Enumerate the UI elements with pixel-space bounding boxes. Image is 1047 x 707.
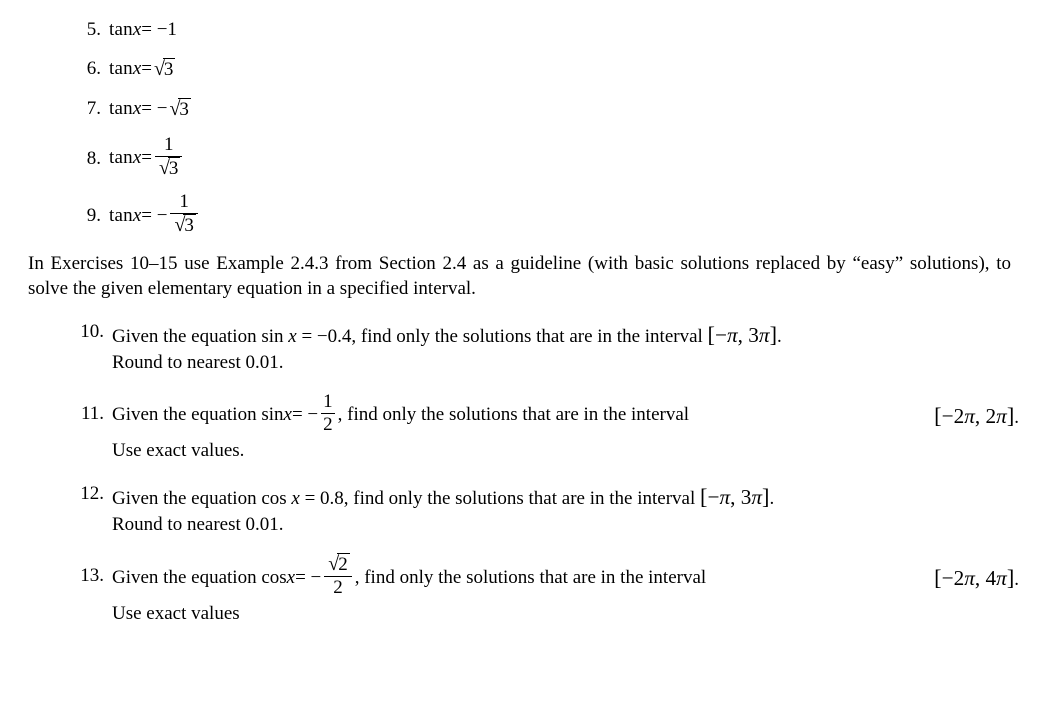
var-x: x — [291, 488, 299, 509]
line-2: Round to nearest 0.01. — [112, 351, 1019, 376]
sqrt-icon: 3 — [172, 215, 195, 236]
frac-den: 2 — [324, 576, 351, 598]
var-x: x — [133, 146, 141, 171]
post-text: . — [1014, 569, 1019, 590]
eq-prefix: = — [141, 146, 152, 171]
fraction: 22 — [324, 554, 351, 598]
page: 5. tan x = −1 6. tan x = 3 7. tan x = −3… — [0, 0, 1047, 626]
interval-text: [−π, 3π] — [700, 485, 769, 509]
fn-tan: tan — [109, 18, 133, 43]
var-x: x — [287, 566, 295, 591]
pre-text: Given the equation sin — [112, 403, 284, 428]
fn-tan: tan — [109, 97, 133, 122]
frac-den: 2 — [321, 413, 335, 435]
mid-prefix: = − — [295, 566, 321, 591]
equation: tan x = − 3 — [109, 97, 191, 123]
sqrt-radicand: 3 — [178, 98, 191, 120]
problem-number: 8. — [73, 147, 101, 172]
var-x: x — [288, 326, 296, 347]
mid-text: = 0.8, find only the solutions that are … — [300, 488, 700, 509]
sqrt-radicand: 3 — [168, 157, 181, 179]
equation: tan x = −1 — [109, 18, 177, 43]
problem-number: 9. — [73, 204, 101, 229]
instruction-text: In Exercises 10–15 use Example 2.4.3 fro… — [28, 253, 1011, 299]
problem-body: Given the equation sin x = −0.4, find on… — [112, 320, 1019, 376]
interval: [−2π, 2π] — [934, 404, 1014, 428]
pre-text: Given the equation sin — [112, 326, 288, 347]
post-text: . — [777, 326, 782, 347]
fn-tan: tan — [109, 204, 133, 229]
line-2: Use exact values. — [112, 439, 1019, 464]
post-text: . — [769, 488, 774, 509]
mid-suffix: , find only the solutions that are in th… — [338, 403, 689, 428]
eq-prefix: = − — [141, 204, 167, 229]
eq-prefix: = − — [141, 97, 167, 122]
frac-num: 1 — [321, 392, 335, 413]
frac-num: 1 — [155, 135, 182, 156]
interval: [−π, 3π] — [708, 323, 777, 347]
var-x: x — [133, 204, 141, 229]
problem-8: 8. tan x = 1 3 — [73, 137, 1019, 181]
problem-13: 13. Given the equation cos x = −22, find… — [70, 556, 1019, 622]
problem-number: 12. — [70, 482, 104, 507]
interval: [−π, 3π] — [700, 485, 769, 509]
problem-6: 6. tan x = 3 — [73, 57, 1019, 83]
frac-den: 3 — [170, 213, 197, 236]
problem-number: 13. — [70, 564, 104, 589]
sqrt-radicand: 3 — [183, 214, 196, 236]
sqrt-radicand: 2 — [337, 553, 350, 575]
problem-number: 5. — [73, 18, 101, 43]
problem-12: 12. Given the equation cos x = 0.8, find… — [70, 482, 1019, 538]
mid-prefix: = − — [292, 403, 318, 428]
interval-text: [−2π, 2π] — [934, 404, 1014, 428]
equation: tan x = 1 3 — [109, 137, 185, 181]
line-2-cut: Use exact values — [112, 602, 1019, 622]
problem-10: 10. Given the equation sin x = −0.4, fin… — [70, 320, 1019, 376]
equation: tan x = 3 — [109, 57, 175, 83]
line-2: Round to nearest 0.01. — [112, 513, 1019, 538]
frac-den: 3 — [155, 156, 182, 179]
frac-num: 1 — [170, 192, 197, 213]
var-x: x — [133, 18, 141, 43]
problem-11: 11. Given the equation sin x = −12, find… — [70, 394, 1019, 464]
problem-7: 7. tan x = − 3 — [73, 97, 1019, 123]
interval-text: [−2π, 4π] — [934, 566, 1014, 590]
problem-number: 7. — [73, 97, 101, 122]
fraction: 1 3 — [170, 192, 197, 236]
sqrt-radicand: 3 — [163, 58, 176, 80]
mid-text: = −0.4, find only the solutions that are… — [297, 326, 708, 347]
sqrt-icon: 3 — [157, 158, 180, 179]
fraction: 1 3 — [155, 135, 182, 179]
pre-text: Given the equation cos — [112, 488, 291, 509]
post-text: . — [1014, 407, 1019, 428]
interval: [−2π, 4π] — [934, 566, 1014, 590]
equation: tan x = − 1 3 — [109, 194, 201, 238]
pre-text: Given the equation cos — [112, 566, 287, 591]
frac-num: 2 — [324, 554, 351, 576]
problem-number: 6. — [73, 57, 101, 82]
var-x: x — [133, 57, 141, 82]
problem-5: 5. tan x = −1 — [73, 18, 1019, 43]
problem-number: 11. — [70, 402, 104, 427]
interval-text: [−π, 3π] — [708, 323, 777, 347]
fn-tan: tan — [109, 57, 133, 82]
problem-9: 9. tan x = − 1 3 — [73, 194, 1019, 238]
instruction-paragraph: In Exercises 10–15 use Example 2.4.3 fro… — [28, 252, 1019, 301]
var-x: x — [284, 403, 292, 428]
eq-prefix: = — [141, 57, 152, 82]
rhs: = −1 — [141, 18, 177, 43]
problem-body: Given the equation cos x = 0.8, find onl… — [112, 482, 1019, 538]
sqrt-icon: 2 — [326, 554, 349, 575]
problem-body: Given the equation cos x = −22, find onl… — [112, 556, 1019, 622]
sqrt-icon: 3 — [152, 57, 175, 83]
mid-suffix: , find only the solutions that are in th… — [355, 566, 706, 591]
problem-body: Given the equation sin x = −12, find onl… — [112, 394, 1019, 464]
var-x: x — [133, 97, 141, 122]
fraction: 12 — [321, 392, 335, 435]
problem-number: 10. — [70, 320, 104, 345]
sqrt-icon: 3 — [167, 97, 190, 123]
fn-tan: tan — [109, 146, 133, 171]
